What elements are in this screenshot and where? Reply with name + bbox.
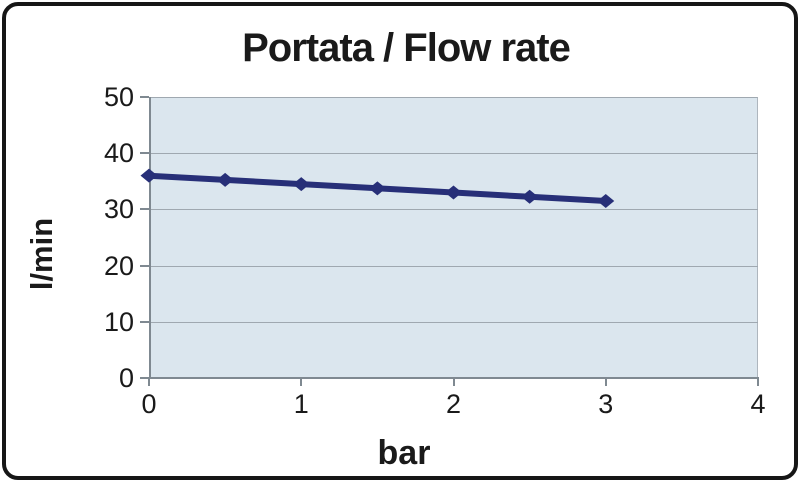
data-point-diamond xyxy=(597,193,615,208)
gridline xyxy=(149,321,758,323)
y-tick-label: 40 xyxy=(103,138,134,169)
y-tick-label: 20 xyxy=(103,250,134,281)
y-axis-label: l/min xyxy=(24,217,59,291)
chart-title: Portata / Flow rate xyxy=(242,26,571,70)
y-axis-line xyxy=(149,97,151,378)
data-point-diamond xyxy=(292,177,310,192)
y-axis-tick xyxy=(140,152,149,155)
data-point-diamond xyxy=(521,189,539,204)
x-axis-tick xyxy=(300,378,303,386)
y-axis-tick xyxy=(140,320,149,323)
plot-area xyxy=(149,97,758,378)
x-axis-tick xyxy=(452,378,455,386)
y-tick-label: 10 xyxy=(103,306,134,337)
x-tick-label: 3 xyxy=(598,389,614,419)
x-axis-tick xyxy=(757,378,759,386)
x-tick-label: 1 xyxy=(293,389,309,419)
x-tick-label: 0 xyxy=(141,389,157,419)
y-tick-label: 0 xyxy=(118,363,134,393)
data-point-diamond xyxy=(368,181,386,196)
x-tick-label: 4 xyxy=(750,389,766,419)
y-tick-label: 50 xyxy=(103,82,134,112)
data-point-diamond xyxy=(216,172,234,187)
gridline xyxy=(149,265,758,267)
y-axis-tick xyxy=(140,96,149,98)
y-axis-tick xyxy=(140,377,149,379)
data-point-diamond xyxy=(445,185,462,200)
data-point-diamond xyxy=(140,168,158,183)
x-axis-label: bar xyxy=(377,434,431,472)
x-axis-tick xyxy=(148,378,150,386)
y-axis-tick xyxy=(140,208,149,211)
y-tick-label: 30 xyxy=(103,194,134,225)
x-tick-label: 2 xyxy=(445,389,462,419)
x-axis-tick xyxy=(604,378,607,386)
y-axis-tick xyxy=(140,264,149,267)
gridline xyxy=(149,209,758,211)
flow-rate-line-chart xyxy=(140,168,615,208)
gridline xyxy=(149,153,758,155)
